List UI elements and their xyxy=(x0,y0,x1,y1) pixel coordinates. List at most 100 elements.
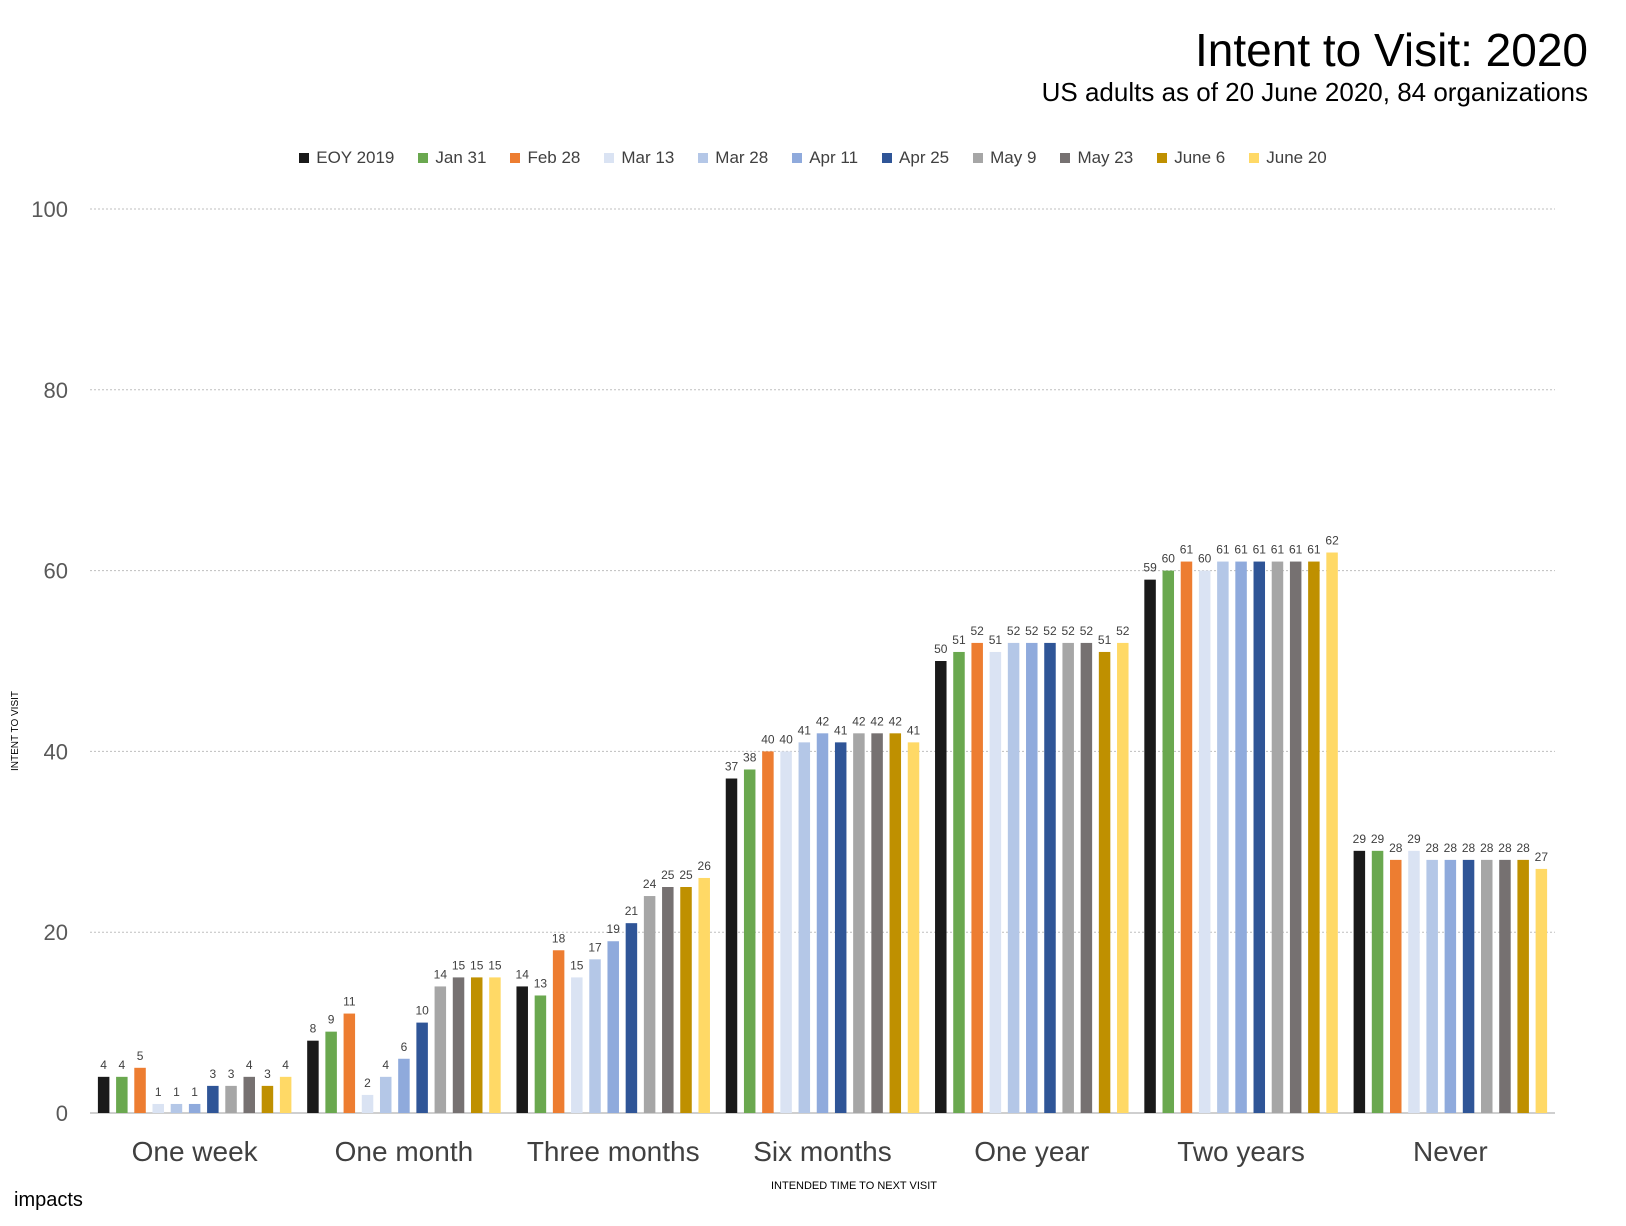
legend-item-mar-13: Mar 13 xyxy=(604,148,674,168)
legend-label: June 20 xyxy=(1266,148,1327,167)
bar-six-months-apr-11 xyxy=(816,733,829,1113)
legend-label: Jan 31 xyxy=(435,148,487,167)
bar-one-month-mar-28 xyxy=(379,1076,392,1113)
legend-item-june-20: June 20 xyxy=(1249,148,1327,168)
bar-one-week-apr-25 xyxy=(207,1085,219,1113)
bar-six-months-mar-28 xyxy=(798,742,811,1113)
bar-six-months-feb-28 xyxy=(762,751,774,1113)
data-label: 61 xyxy=(1271,543,1285,557)
bar-one-year-may-9 xyxy=(1062,642,1074,1113)
bar-never-june-6 xyxy=(1517,859,1529,1113)
data-label: 42 xyxy=(889,714,903,728)
data-label: 28 xyxy=(1498,841,1512,855)
data-label: 29 xyxy=(1371,832,1385,846)
bar-one-year-mar-13 xyxy=(989,651,1002,1113)
data-label: 40 xyxy=(761,732,775,746)
data-label: 3 xyxy=(228,1067,235,1081)
data-label: 42 xyxy=(852,714,866,728)
data-label: 61 xyxy=(1289,543,1303,557)
bar-one-week-may-9 xyxy=(225,1085,237,1113)
bar-three-months-may-23 xyxy=(662,887,674,1113)
bar-six-months-jan-31 xyxy=(743,769,756,1113)
bar-six-months-may-9 xyxy=(853,733,865,1113)
bar-one-year-mar-28 xyxy=(1007,642,1020,1113)
data-label: 61 xyxy=(1253,543,1267,557)
bar-two-years-apr-25 xyxy=(1253,561,1266,1113)
legend-label: Mar 28 xyxy=(715,148,769,167)
legend-item-june-6: June 6 xyxy=(1157,148,1225,168)
x-tick-label: One year xyxy=(974,1136,1089,1167)
bar-two-years-eoy-2019 xyxy=(1144,579,1156,1113)
bar-one-year-feb-28 xyxy=(971,642,983,1113)
data-label: 60 xyxy=(1162,552,1176,566)
bar-three-months-june-20 xyxy=(698,877,710,1113)
bar-never-jan-31 xyxy=(1371,850,1384,1113)
legend-label: May 23 xyxy=(1077,148,1134,167)
bar-three-months-may-9 xyxy=(643,896,656,1113)
data-label: 52 xyxy=(1007,624,1021,638)
data-label: 9 xyxy=(328,1013,335,1027)
bar-three-months-feb-28 xyxy=(552,950,565,1113)
bar-one-week-mar-28 xyxy=(170,1103,183,1113)
y-tick-label: 100 xyxy=(31,197,68,222)
data-label: 28 xyxy=(1480,841,1494,855)
data-label: 25 xyxy=(661,868,675,882)
bar-never-eoy-2019 xyxy=(1353,850,1366,1113)
data-label: 6 xyxy=(401,1040,408,1054)
data-label: 52 xyxy=(1062,624,1076,638)
y-tick-label: 60 xyxy=(44,559,68,584)
bar-one-year-june-20 xyxy=(1117,642,1129,1113)
chart-title: Intent to Visit: 2020 xyxy=(1195,24,1588,76)
data-label: 1 xyxy=(191,1085,198,1099)
data-label: 29 xyxy=(1407,832,1421,846)
data-label: 61 xyxy=(1307,543,1321,557)
data-label: 60 xyxy=(1198,552,1212,566)
data-label: 13 xyxy=(534,976,548,990)
chart-subtitle: US adults as of 20 June 2020, 84 organiz… xyxy=(1041,77,1588,107)
bar-never-may-23 xyxy=(1499,859,1511,1113)
bar-two-years-may-23 xyxy=(1289,561,1302,1113)
bar-one-month-apr-25 xyxy=(416,1022,428,1113)
data-label: 51 xyxy=(1098,633,1112,647)
bar-one-month-jan-31 xyxy=(325,1031,337,1113)
title-block: Intent to Visit: 2020 US adults as of 20… xyxy=(1042,24,1588,108)
bar-two-years-jan-31 xyxy=(1162,570,1175,1113)
data-label: 15 xyxy=(470,958,484,972)
bar-three-months-apr-11 xyxy=(607,941,619,1113)
data-label: 61 xyxy=(1180,543,1194,557)
legend-item-jan-31: Jan 31 xyxy=(418,148,486,168)
data-label: 41 xyxy=(907,723,921,737)
legend-label: Apr 25 xyxy=(899,148,950,167)
bar-three-months-june-6 xyxy=(680,887,692,1113)
bar-one-year-apr-11 xyxy=(1026,642,1038,1113)
data-label: 51 xyxy=(952,633,966,647)
x-axis-title: INTENDED TIME TO NEXT VISIT xyxy=(771,1180,937,1192)
legend-item-apr-11: Apr 11 xyxy=(792,148,858,168)
data-label: 27 xyxy=(1535,850,1549,864)
data-label: 14 xyxy=(516,967,530,981)
bar-six-months-eoy-2019 xyxy=(725,778,738,1113)
data-label: 28 xyxy=(1425,841,1439,855)
legend-swatch xyxy=(973,153,984,163)
legend-item-mar-28: Mar 28 xyxy=(698,148,768,168)
y-tick-label: 40 xyxy=(44,739,68,764)
data-label: 4 xyxy=(282,1058,289,1072)
legend-swatch xyxy=(604,153,615,163)
data-label: 52 xyxy=(971,624,985,638)
bar-never-apr-25 xyxy=(1462,859,1475,1113)
data-label: 15 xyxy=(452,958,466,972)
data-label: 1 xyxy=(173,1085,180,1099)
data-label: 41 xyxy=(834,723,848,737)
data-label: 29 xyxy=(1353,832,1367,846)
data-label: 4 xyxy=(100,1058,107,1072)
y-axis-title: INTENT TO VISIT xyxy=(10,691,21,771)
bar-one-year-jan-31 xyxy=(953,651,965,1113)
legend-swatch xyxy=(1060,153,1071,163)
data-label: 10 xyxy=(415,1004,429,1018)
bar-one-week-jan-31 xyxy=(116,1076,128,1113)
data-label: 28 xyxy=(1444,841,1458,855)
bar-three-months-mar-13 xyxy=(571,977,583,1113)
data-label: 52 xyxy=(1116,624,1130,638)
data-label: 24 xyxy=(643,877,657,891)
data-label: 21 xyxy=(625,904,639,918)
